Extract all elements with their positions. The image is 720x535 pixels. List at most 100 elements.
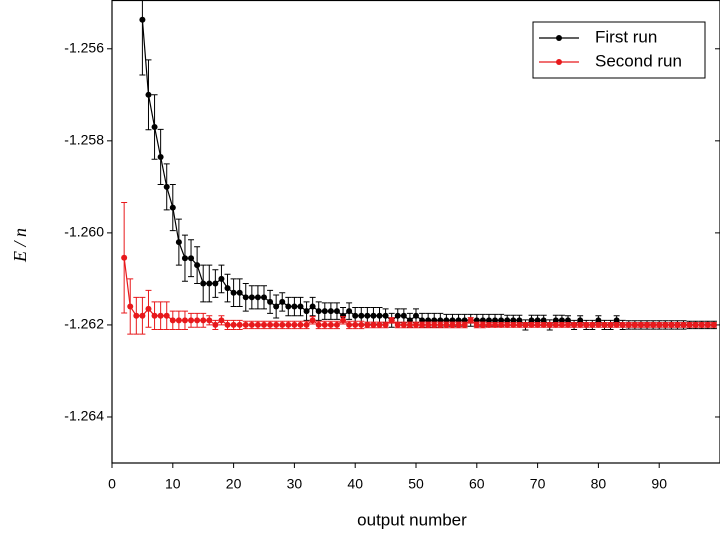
data-point — [206, 317, 213, 324]
series-line — [123, 257, 714, 326]
legend-box — [532, 21, 706, 79]
data-point — [297, 303, 304, 310]
data-point — [601, 321, 608, 328]
data-point — [710, 321, 717, 328]
data-point — [656, 321, 663, 328]
data-point — [382, 321, 389, 328]
data-point — [224, 285, 231, 292]
data-point — [388, 317, 395, 324]
data-point — [540, 321, 547, 328]
data-point — [662, 321, 669, 328]
data-point — [188, 317, 195, 324]
data-point — [352, 312, 359, 319]
data-point — [546, 321, 553, 328]
data-point — [364, 321, 371, 328]
data-point — [236, 289, 243, 296]
data-point — [406, 321, 413, 328]
data-point — [413, 312, 419, 319]
data-point — [321, 321, 328, 328]
data-point — [577, 321, 584, 328]
data-point — [510, 317, 517, 324]
data-point — [127, 303, 134, 310]
data-point — [175, 317, 182, 324]
data-point — [248, 321, 255, 328]
data-point — [358, 321, 365, 328]
y-tick-label: -1.262 — [64, 316, 104, 332]
error-bar — [139, 0, 146, 76]
x-tick-label: 20 — [226, 476, 242, 492]
x-tick-label: 0 — [108, 476, 116, 492]
data-point — [212, 280, 219, 287]
data-point — [607, 321, 614, 328]
data-point — [613, 317, 620, 324]
data-point — [492, 317, 499, 324]
data-point — [261, 321, 267, 328]
data-point — [151, 312, 158, 319]
data-point — [376, 321, 383, 328]
data-point — [516, 317, 523, 324]
data-point — [413, 321, 419, 328]
data-point — [528, 321, 535, 328]
data-point — [631, 321, 638, 328]
data-point — [540, 317, 547, 324]
data-point — [589, 321, 596, 328]
data-point — [218, 317, 225, 324]
data-point — [254, 321, 261, 328]
data-point — [558, 317, 565, 324]
data-point — [504, 321, 511, 328]
y-tick-label: -1.264 — [64, 408, 104, 424]
data-point — [565, 321, 571, 328]
data-point — [340, 312, 347, 319]
data-point — [686, 321, 693, 328]
data-point — [169, 204, 176, 211]
data-point — [224, 321, 231, 328]
data-point — [327, 308, 334, 315]
data-point — [200, 317, 207, 324]
data-point — [206, 280, 213, 287]
data-point — [437, 321, 444, 328]
data-point — [309, 317, 316, 324]
x-tick-label: 10 — [165, 476, 181, 492]
data-point — [644, 321, 651, 328]
data-point — [637, 321, 644, 328]
data-point — [279, 298, 286, 305]
data-point — [139, 312, 146, 319]
data-point — [267, 321, 274, 328]
data-point — [425, 321, 432, 328]
data-point — [267, 298, 274, 305]
data-point — [461, 321, 468, 328]
data-point — [370, 312, 377, 319]
data-point — [315, 321, 322, 328]
data-point — [498, 317, 505, 324]
legend-marker — [556, 59, 562, 65]
data-point — [218, 275, 225, 282]
data-point — [595, 317, 602, 324]
data-point — [151, 124, 158, 131]
data-point — [473, 321, 480, 328]
data-point — [613, 321, 620, 328]
data-point — [163, 312, 170, 319]
data-point — [181, 317, 188, 324]
y-axis-title: E / n — [10, 228, 30, 263]
data-point — [625, 321, 632, 328]
data-point — [704, 321, 711, 328]
series — [121, 202, 717, 335]
data-point — [303, 321, 310, 328]
data-point — [346, 321, 353, 328]
data-point — [194, 262, 201, 269]
data-point — [394, 321, 401, 328]
data-point — [157, 153, 164, 160]
data-point — [577, 317, 584, 324]
data-point — [443, 321, 450, 328]
x-tick-label: 70 — [530, 476, 546, 492]
x-axis-title: output number — [357, 510, 467, 529]
data-point — [352, 321, 359, 328]
data-point — [358, 312, 365, 319]
x-tick-label: 50 — [408, 476, 424, 492]
data-point — [163, 183, 170, 190]
legend-label: Second run — [595, 51, 682, 70]
data-point — [565, 317, 571, 324]
data-point — [157, 312, 164, 319]
